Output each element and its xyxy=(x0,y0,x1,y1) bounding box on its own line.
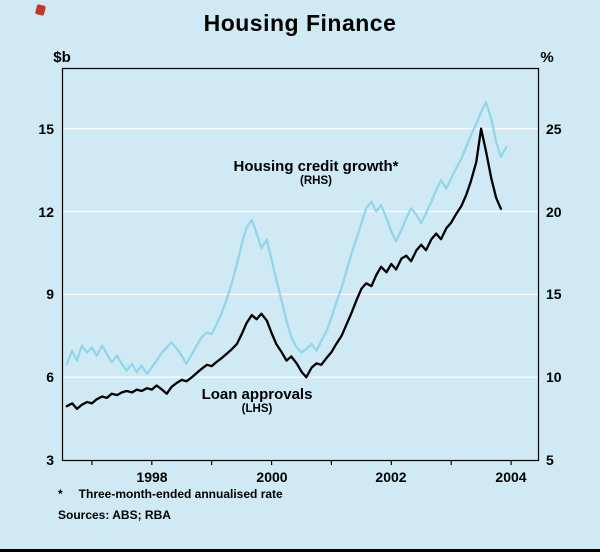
chart-title: Housing Finance xyxy=(203,10,397,36)
left-axis-tick-label: 9 xyxy=(46,286,54,302)
right-axis-tick-label: 25 xyxy=(546,121,562,137)
right-axis-unit: % xyxy=(540,49,554,66)
loan-approvals-label: Loan approvals xyxy=(201,386,313,403)
sources-line: Sources: ABS; RBA xyxy=(58,508,171,522)
loan-approvals-line xyxy=(65,127,503,411)
credit-growth-annotation: Housing credit growth* (RHS) xyxy=(186,158,446,188)
bottom-border xyxy=(0,549,600,552)
footnote: * Three-month-ended annualised rate xyxy=(58,487,283,501)
x-axis-year-label: 2002 xyxy=(375,469,407,485)
data-series xyxy=(65,101,508,411)
credit-growth-axis-note: (RHS) xyxy=(300,175,332,188)
credit-growth-label: Housing credit growth* xyxy=(233,158,399,175)
footnote-text: Three-month-ended annualised rate xyxy=(78,487,283,501)
right-axis-tick-label: 15 xyxy=(546,286,562,302)
x-axis-year-label: 1998 xyxy=(136,469,168,485)
right-axis-tick-label: 20 xyxy=(546,204,562,220)
left-axis-tick-label: 6 xyxy=(46,369,54,385)
right-axis-tick-label: 5 xyxy=(546,452,554,468)
housing-credit-line xyxy=(65,101,508,376)
footnote-marker: * xyxy=(58,487,63,501)
x-axis-year-label: 2004 xyxy=(495,469,527,485)
left-axis-tick-label: 12 xyxy=(38,204,54,220)
left-axis-tick-label: 3 xyxy=(46,452,54,468)
right-axis-tick-label: 10 xyxy=(546,369,562,385)
plot-frame xyxy=(61,67,540,462)
loan-approvals-annotation: Loan approvals (LHS) xyxy=(157,386,357,416)
left-axis-tick-label: 15 xyxy=(38,121,54,137)
x-axis-year-label: 2000 xyxy=(256,469,288,485)
left-axis-unit: $b xyxy=(53,49,71,66)
loan-approvals-axis-note: (LHS) xyxy=(241,403,273,416)
